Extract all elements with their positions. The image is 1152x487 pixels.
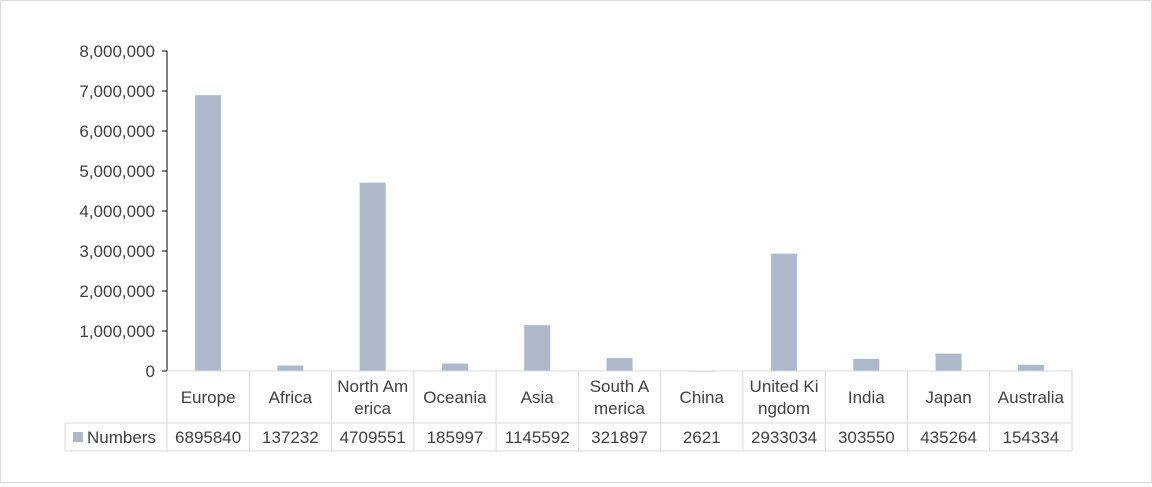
bar (359, 182, 386, 371)
data-table-value: 154334 (1002, 428, 1059, 447)
x-category-label: Australia (998, 388, 1065, 407)
y-tick-label: 6,000,000 (79, 122, 155, 141)
data-table-value: 137232 (262, 428, 319, 447)
x-category-label: Japan (925, 388, 971, 407)
data-table-value: 185997 (427, 428, 484, 447)
y-tick-label: 8,000,000 (79, 42, 155, 61)
x-category-label: South A (590, 377, 650, 396)
y-tick-label: 0 (146, 362, 155, 381)
x-category-label: Europe (181, 388, 236, 407)
bar (277, 365, 304, 371)
bar (524, 325, 551, 371)
y-tick-label: 4,000,000 (79, 202, 155, 221)
x-category-label: North Am (337, 377, 408, 396)
data-table-value: 321897 (591, 428, 648, 447)
x-category-label: merica (594, 399, 646, 418)
x-category-label: India (848, 388, 885, 407)
x-category-label: Oceania (423, 388, 487, 407)
bar (853, 358, 880, 371)
y-tick-label: 2,000,000 (79, 282, 155, 301)
x-category-label: United Ki (750, 377, 819, 396)
x-category-label: erica (354, 399, 391, 418)
bar (195, 95, 222, 372)
data-table-value: 303550 (838, 428, 895, 447)
legend-key (73, 432, 83, 442)
data-table-value: 1145592 (505, 428, 570, 447)
x-category-label: Asia (521, 388, 555, 407)
bar (771, 253, 798, 371)
bar (1017, 364, 1044, 371)
bar (935, 353, 962, 371)
data-table-value: 4709551 (340, 428, 406, 447)
bar (606, 358, 633, 371)
y-tick-label: 3,000,000 (79, 242, 155, 261)
data-table-value: 2621 (683, 428, 721, 447)
series-name: Numbers (87, 428, 156, 447)
data-table-value: 6895840 (175, 428, 241, 447)
data-table-value: 435264 (920, 428, 977, 447)
x-category-label: Africa (269, 388, 313, 407)
x-category-label: China (680, 388, 725, 407)
y-tick-label: 5,000,000 (79, 162, 155, 181)
bar (441, 363, 468, 371)
y-tick-label: 1,000,000 (79, 322, 155, 341)
y-tick-label: 7,000,000 (79, 82, 155, 101)
x-category-label: ngdom (758, 399, 810, 418)
data-table-value: 2933034 (751, 428, 817, 447)
